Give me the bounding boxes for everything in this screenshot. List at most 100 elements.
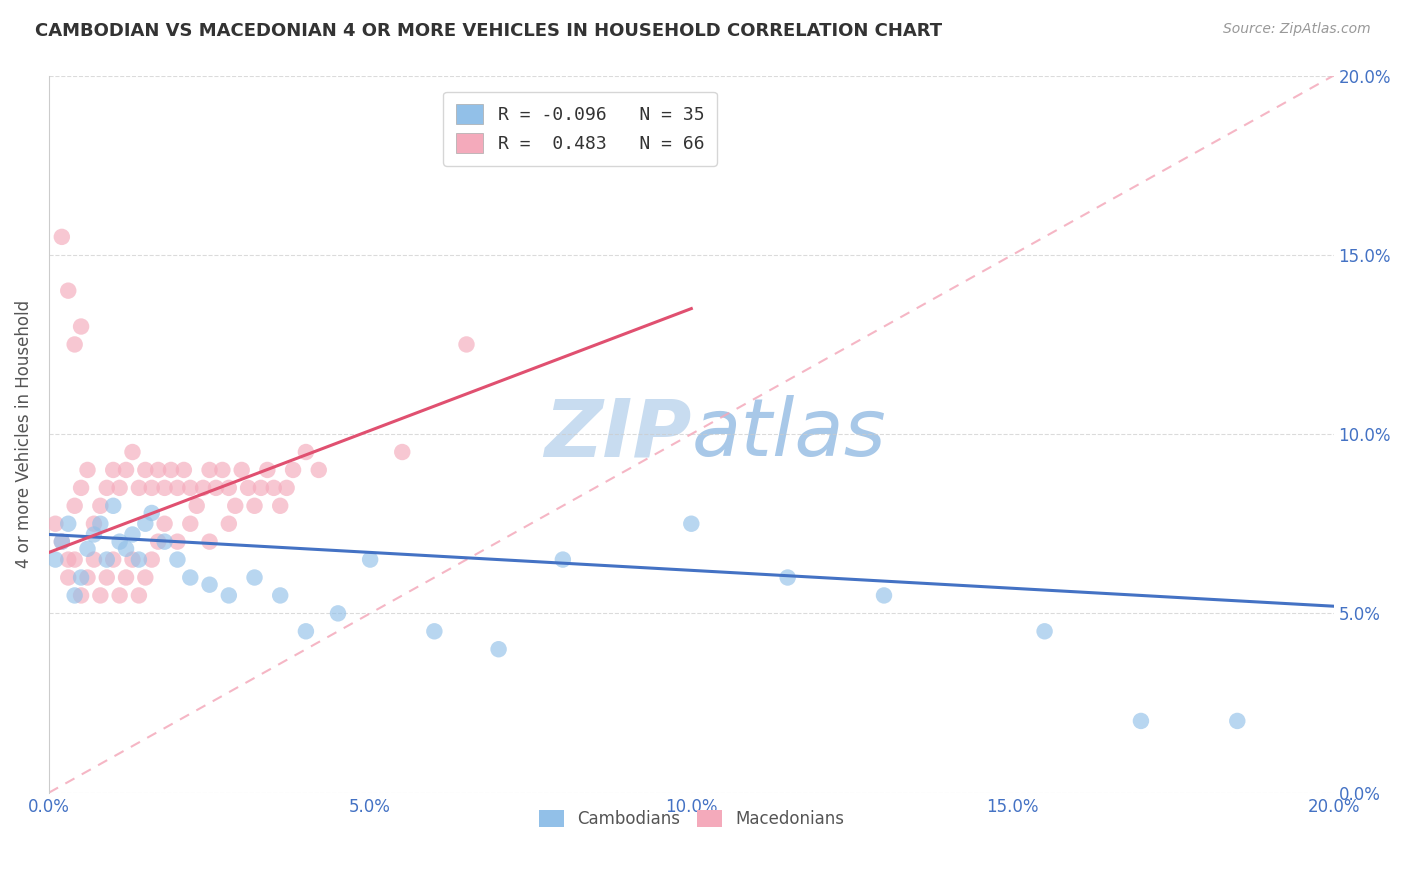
Point: [103, 463, 125, 477]
Text: Source: ZipAtlas.com: Source: ZipAtlas.com: [1223, 22, 1371, 37]
Point: [218, 589, 240, 603]
Point: [1033, 624, 1056, 639]
Point: [44, 516, 66, 531]
Point: [179, 516, 201, 531]
Point: [76, 570, 98, 584]
Point: [103, 499, 125, 513]
Point: [134, 516, 156, 531]
Point: [1226, 714, 1249, 728]
Point: [141, 552, 163, 566]
Point: [250, 481, 273, 495]
Point: [89, 589, 111, 603]
Point: [166, 481, 188, 495]
Point: [198, 534, 221, 549]
Point: [115, 570, 138, 584]
Point: [58, 552, 80, 566]
Point: [281, 463, 304, 477]
Point: [134, 570, 156, 584]
Point: [51, 534, 73, 549]
Point: [58, 570, 80, 584]
Point: [63, 589, 86, 603]
Point: [551, 552, 574, 566]
Point: [63, 499, 86, 513]
Point: [269, 499, 291, 513]
Point: [121, 445, 143, 459]
Point: [51, 534, 73, 549]
Point: [243, 499, 266, 513]
Point: [179, 570, 201, 584]
Y-axis label: 4 or more Vehicles in Household: 4 or more Vehicles in Household: [15, 300, 32, 568]
Point: [423, 624, 446, 639]
Point: [488, 642, 510, 657]
Point: [295, 624, 318, 639]
Point: [63, 337, 86, 351]
Point: [70, 589, 93, 603]
Point: [391, 445, 413, 459]
Point: [359, 552, 381, 566]
Point: [681, 516, 703, 531]
Point: [153, 534, 176, 549]
Point: [115, 463, 138, 477]
Point: [166, 552, 188, 566]
Point: [153, 516, 176, 531]
Point: [121, 552, 143, 566]
Point: [89, 516, 111, 531]
Point: [191, 481, 214, 495]
Point: [308, 463, 330, 477]
Point: [256, 463, 278, 477]
Point: [115, 541, 138, 556]
Point: [70, 319, 93, 334]
Point: [83, 516, 105, 531]
Point: [141, 506, 163, 520]
Text: CAMBODIAN VS MACEDONIAN 4 OR MORE VEHICLES IN HOUSEHOLD CORRELATION CHART: CAMBODIAN VS MACEDONIAN 4 OR MORE VEHICL…: [35, 22, 942, 40]
Point: [153, 481, 176, 495]
Point: [70, 570, 93, 584]
Point: [51, 230, 73, 244]
Point: [873, 589, 896, 603]
Text: atlas: atlas: [692, 395, 886, 473]
Point: [218, 516, 240, 531]
Point: [63, 552, 86, 566]
Point: [76, 541, 98, 556]
Point: [173, 463, 195, 477]
Point: [44, 552, 66, 566]
Point: [166, 534, 188, 549]
Point: [108, 534, 131, 549]
Point: [121, 527, 143, 541]
Point: [205, 481, 228, 495]
Point: [89, 499, 111, 513]
Point: [198, 577, 221, 591]
Point: [295, 445, 318, 459]
Point: [58, 284, 80, 298]
Point: [218, 481, 240, 495]
Point: [160, 463, 183, 477]
Point: [96, 552, 118, 566]
Point: [108, 589, 131, 603]
Point: [96, 481, 118, 495]
Point: [263, 481, 285, 495]
Point: [269, 589, 291, 603]
Point: [1129, 714, 1152, 728]
Text: ZIP: ZIP: [544, 395, 692, 473]
Point: [128, 481, 150, 495]
Point: [224, 499, 246, 513]
Point: [243, 570, 266, 584]
Point: [326, 607, 349, 621]
Point: [186, 499, 208, 513]
Point: [179, 481, 201, 495]
Point: [776, 570, 799, 584]
Point: [128, 552, 150, 566]
Point: [96, 570, 118, 584]
Point: [103, 552, 125, 566]
Point: [83, 527, 105, 541]
Point: [211, 463, 233, 477]
Point: [198, 463, 221, 477]
Point: [146, 463, 169, 477]
Point: [83, 552, 105, 566]
Point: [231, 463, 253, 477]
Point: [141, 481, 163, 495]
Point: [236, 481, 259, 495]
Point: [58, 516, 80, 531]
Point: [128, 589, 150, 603]
Point: [456, 337, 478, 351]
